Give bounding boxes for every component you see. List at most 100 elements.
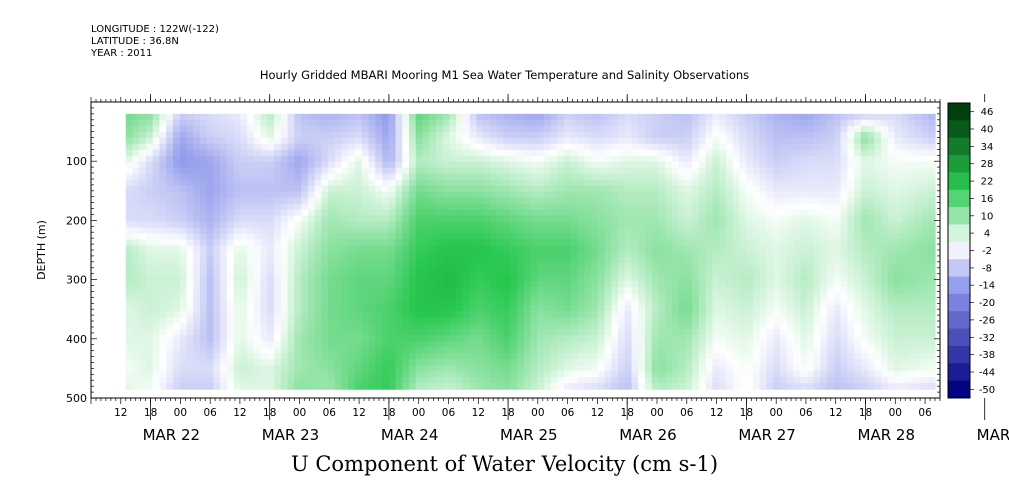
heatmap-cell (429, 383, 437, 390)
heatmap-cell (139, 203, 147, 211)
heatmap-cell (665, 383, 673, 390)
heatmap-cell (820, 377, 828, 384)
heatmap-cell (226, 251, 235, 259)
heatmap-cell (516, 311, 525, 318)
heatmap-cell (597, 119, 606, 127)
heatmap-cell (348, 167, 356, 175)
heatmap-cell (382, 215, 390, 223)
heatmap-cell (388, 329, 397, 336)
heatmap-cell (584, 329, 592, 336)
heatmap-cell (746, 275, 754, 282)
heatmap-cell (638, 299, 646, 306)
heatmap-cell (597, 161, 606, 169)
heatmap-cell (800, 305, 808, 312)
heatmap-cell (712, 149, 720, 157)
heatmap-cell (584, 287, 592, 294)
heatmap-cell (301, 275, 309, 282)
heatmap-cell (564, 281, 572, 288)
heatmap-cell (665, 131, 673, 139)
heatmap-cell (752, 185, 761, 193)
heatmap-cell (341, 131, 349, 139)
heatmap-cell (145, 323, 154, 330)
heatmap-cell (321, 209, 329, 217)
heatmap-cell (752, 269, 761, 277)
heatmap-cell (584, 137, 592, 145)
heatmap-cell (166, 191, 174, 199)
heatmap-cell (624, 287, 633, 294)
heatmap-cell (483, 215, 491, 223)
heatmap-cell (692, 305, 700, 312)
heatmap-cell (793, 119, 801, 127)
heatmap-cell (705, 317, 714, 324)
heatmap-cell (368, 281, 376, 288)
heatmap-cell (638, 143, 646, 151)
heatmap-cell (611, 359, 619, 366)
heatmap-cell (827, 293, 835, 300)
heatmap-cell (409, 317, 417, 324)
heatmap-cell (172, 161, 181, 169)
heatmap-cell (631, 299, 639, 306)
heatmap-cell (759, 287, 768, 294)
heatmap-cell (698, 197, 707, 205)
heatmap-cell (395, 299, 403, 306)
heatmap-cell (314, 335, 322, 342)
heatmap-cell (773, 257, 781, 265)
heatmap-cell (253, 215, 262, 223)
heatmap-cell (516, 191, 525, 199)
heatmap-cell (759, 209, 768, 217)
heatmap-cell (152, 185, 161, 193)
heatmap-cell (132, 233, 140, 241)
heatmap-cell (220, 173, 228, 181)
heatmap-cell (766, 113, 774, 121)
heatmap-cell (388, 371, 397, 378)
heatmap-cell (510, 347, 518, 354)
heatmap-cell (786, 371, 795, 378)
heatmap-cell (752, 287, 761, 294)
heatmap-cell (267, 269, 275, 277)
heatmap-cell (422, 341, 430, 348)
heatmap-cell (564, 257, 572, 265)
heatmap-cell (510, 287, 518, 294)
heatmap-cell (779, 251, 788, 259)
heatmap-cell (719, 305, 727, 312)
heatmap-cell (537, 251, 545, 259)
heatmap-cell (752, 263, 761, 271)
heatmap-cell (415, 293, 424, 300)
heatmap-cell (658, 161, 666, 169)
heatmap-cell (321, 287, 329, 294)
heatmap-cell (638, 353, 646, 360)
heatmap-cell (597, 239, 606, 247)
heatmap-cell (220, 299, 228, 306)
heatmap-cell (773, 173, 781, 181)
heatmap-cell (766, 353, 774, 360)
heatmap-cell (698, 185, 707, 193)
heatmap-cell (429, 125, 437, 133)
heatmap-cell (348, 143, 356, 151)
heatmap-cell (456, 113, 464, 121)
heatmap-cell (732, 359, 741, 366)
heatmap-cell (564, 383, 572, 390)
heatmap-cell (213, 323, 221, 330)
heatmap-cell (341, 257, 349, 265)
heatmap-cell (186, 149, 194, 157)
heatmap-cell (786, 359, 795, 366)
heatmap-cell (125, 281, 134, 288)
heatmap-cell (415, 113, 424, 121)
heatmap-cell (382, 377, 390, 384)
heatmap-cell (328, 281, 336, 288)
heatmap-cell (793, 263, 801, 271)
heatmap-cell (382, 173, 390, 181)
heatmap-cell (584, 275, 592, 282)
heatmap-cell (321, 347, 329, 354)
heatmap-cell (618, 209, 626, 217)
heatmap-cell (658, 257, 666, 265)
heatmap-cell (854, 155, 862, 163)
heatmap-cell (435, 149, 444, 157)
heatmap-cell (294, 203, 302, 211)
heatmap-cell (833, 149, 842, 157)
heatmap-cell (226, 371, 235, 378)
heatmap-cell (692, 179, 700, 187)
heatmap-cell (489, 125, 498, 133)
heatmap-cell (199, 353, 208, 360)
heatmap-cell (159, 149, 167, 157)
